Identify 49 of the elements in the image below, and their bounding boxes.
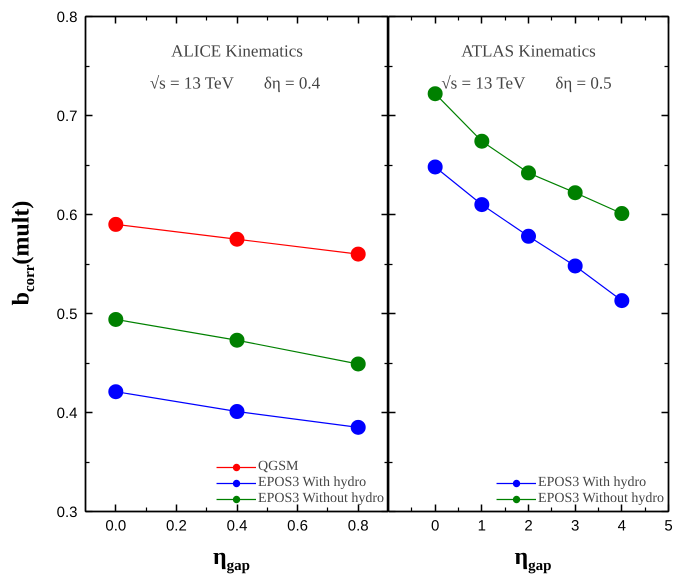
point (428, 159, 443, 174)
legend-label: QGSM (258, 459, 298, 475)
x-axis-title: η$_{gap}$ (514, 544, 552, 574)
x-tick-label: 0 (430, 518, 440, 534)
annotation: ATLAS Kinematics (461, 42, 596, 60)
point (614, 293, 630, 308)
x-tick-label: 0.2 (166, 518, 187, 534)
y-tick-label: 0.3 (56, 504, 78, 521)
point (614, 206, 630, 221)
x-tick-label: 5 (664, 518, 673, 534)
x-axis-title: η$_{gap}$ (213, 544, 250, 574)
y-tick-label: 0.4 (56, 405, 78, 422)
x-tick-label: 0.6 (287, 518, 308, 534)
x-tick-label: 1 (478, 518, 486, 534)
point (108, 312, 124, 327)
y-tick-label: 0.8 (56, 9, 78, 26)
point (521, 228, 536, 244)
legend-label: EPOS3 With hydro (258, 475, 366, 491)
annotation: δη = 0.5 (555, 74, 612, 92)
x-tick-label: 2 (524, 518, 533, 534)
x-tick-label: 3 (570, 518, 580, 534)
point (350, 356, 366, 372)
point (474, 197, 490, 212)
point (474, 134, 490, 149)
y-tick-label: 0.5 (56, 306, 78, 323)
point (108, 384, 124, 400)
point (230, 404, 244, 419)
annotation: √s = 13 TeV (150, 74, 235, 92)
point (350, 246, 366, 262)
legend-label: EPOS3 Without hydro (538, 491, 664, 507)
x-tick-label: 4 (618, 518, 626, 534)
annotation: δη = 0.4 (264, 74, 321, 92)
legend-label: EPOS3 Without hydro (258, 491, 384, 507)
point (428, 86, 443, 102)
y-tick-label: 0.6 (56, 207, 78, 224)
point (230, 232, 244, 247)
y-tick-label: 0.7 (56, 108, 78, 125)
point (350, 420, 366, 435)
annotation: √s = 13 TeV (441, 74, 526, 92)
x-tick-label: 0.4 (226, 518, 248, 534)
legend-label: EPOS3 With hydro (538, 475, 646, 491)
x-tick-label: 0.8 (348, 518, 369, 534)
point (568, 185, 583, 200)
x-tick-label: 0.0 (105, 518, 126, 534)
point (230, 332, 244, 348)
annotation: ALICE Kinematics (171, 42, 303, 60)
point (521, 165, 536, 180)
point (108, 216, 124, 232)
point (568, 258, 583, 274)
